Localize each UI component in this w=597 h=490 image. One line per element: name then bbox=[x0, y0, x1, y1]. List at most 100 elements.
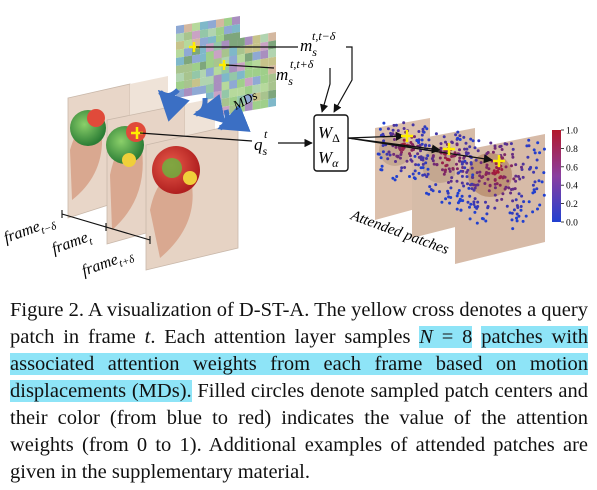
sampled-patch-dot bbox=[392, 129, 395, 132]
sampled-patch-dot bbox=[465, 142, 468, 145]
sampled-patch-dot bbox=[397, 129, 400, 132]
sampled-patch-dot bbox=[462, 185, 465, 188]
sampled-patch-dot bbox=[456, 180, 459, 183]
sampled-patch-dot bbox=[494, 194, 497, 197]
attention-colorbar: 1.00.80.60.40.20.0 bbox=[552, 127, 578, 229]
sampled-patch-dot bbox=[450, 180, 453, 183]
sampled-patch-dot bbox=[493, 207, 496, 210]
colorbar-tick-label: 0.2 bbox=[566, 200, 578, 210]
sampled-patch-dot bbox=[520, 195, 523, 198]
sampled-patch-dot bbox=[503, 153, 506, 156]
sampled-patch-dot bbox=[382, 150, 385, 153]
sampled-patch-dot bbox=[474, 146, 477, 149]
sampled-patch-dot bbox=[416, 139, 419, 142]
colorbar-tick-label: 0.8 bbox=[566, 145, 578, 155]
sampled-patch-dot bbox=[454, 133, 457, 136]
sampled-patch-dot bbox=[401, 148, 404, 151]
sampled-patch-dot bbox=[466, 182, 469, 185]
sampled-patch-dot bbox=[474, 197, 477, 200]
sampled-patch-dot bbox=[532, 184, 535, 187]
sampled-patch-dot bbox=[495, 162, 498, 165]
sampled-patch-dot bbox=[408, 152, 411, 155]
sampled-patch-dot bbox=[432, 154, 435, 157]
sampled-patch-dot bbox=[513, 208, 516, 211]
sampled-patch-dot bbox=[484, 220, 487, 223]
sampled-patch-dot bbox=[487, 151, 490, 154]
sampled-patch-dot bbox=[387, 127, 390, 130]
sampled-patch-dot bbox=[393, 138, 396, 141]
sampled-patch-dot bbox=[447, 181, 450, 184]
sampled-patch-dot bbox=[509, 211, 512, 214]
sampled-patch-dot bbox=[449, 186, 452, 189]
sampled-patch-dot bbox=[400, 166, 403, 169]
sampled-patch-dot bbox=[388, 151, 391, 154]
sampled-patch-dot bbox=[476, 201, 479, 204]
d-st-a-figure: ms t,t−δ ms t,t+δ MDs qs t WΔ Wα bbox=[0, 0, 597, 290]
sampled-patch-dot bbox=[428, 185, 431, 188]
sampled-patch-dot bbox=[417, 130, 420, 133]
sampled-patch-dot bbox=[406, 160, 409, 163]
sampled-patch-dot bbox=[458, 159, 461, 162]
sampled-patch-dot bbox=[471, 176, 474, 179]
sampled-patch-dot bbox=[463, 160, 466, 163]
sampled-patch-dot bbox=[515, 198, 518, 201]
sampled-patch-dot bbox=[511, 218, 514, 221]
sampled-patch-dot bbox=[514, 175, 517, 178]
sampled-patch-dot bbox=[441, 168, 444, 171]
sampled-patch-dot bbox=[477, 149, 480, 152]
sampled-patch-dot bbox=[441, 161, 444, 164]
sampled-patch-dot bbox=[423, 131, 426, 134]
sampled-patch-dot bbox=[420, 166, 423, 169]
sampled-patch-dot bbox=[416, 152, 419, 155]
sampled-patch-dot bbox=[510, 142, 513, 145]
sampled-patch-dot bbox=[399, 157, 402, 160]
sampled-patch-dot bbox=[542, 171, 545, 174]
sampled-patch-dot bbox=[458, 156, 461, 159]
sampled-patch-dot bbox=[403, 127, 406, 130]
sampled-patch-dot bbox=[451, 141, 454, 144]
sampled-patch-dot bbox=[440, 142, 443, 145]
sampled-patch-dot bbox=[498, 145, 501, 148]
sampled-patch-dot bbox=[461, 195, 464, 198]
sampled-patch-dot bbox=[469, 183, 472, 186]
sampled-patch-dot bbox=[535, 187, 538, 190]
sampled-patch-dot bbox=[414, 177, 417, 180]
sampled-patch-dot bbox=[476, 171, 479, 174]
sampled-patch-dot bbox=[517, 215, 520, 218]
q-sup: t bbox=[264, 127, 268, 141]
sampled-patch-dot bbox=[468, 195, 471, 198]
sampled-patch-dot bbox=[485, 212, 488, 215]
sampled-patch-dot bbox=[435, 163, 438, 166]
sampled-patch-dot bbox=[444, 197, 447, 200]
sampled-patch-dot bbox=[421, 134, 424, 137]
sampled-patch-dot bbox=[494, 147, 497, 150]
sampled-patch-dot bbox=[469, 203, 472, 206]
sampled-patch-dot bbox=[439, 157, 442, 160]
sampled-patch-dot bbox=[471, 167, 474, 170]
sampled-patch-dot bbox=[514, 180, 517, 183]
sampled-patch-dot bbox=[501, 192, 504, 195]
sampled-patch-dot bbox=[509, 192, 512, 195]
sampled-patch-dot bbox=[417, 163, 420, 166]
sampled-patch-dot bbox=[516, 206, 519, 209]
colorbar-tick-label: 0.0 bbox=[566, 219, 578, 229]
sampled-patch-dot bbox=[511, 156, 514, 159]
sampled-patch-dot bbox=[458, 189, 461, 192]
sampled-patch-dot bbox=[421, 159, 424, 162]
sampled-patch-dot bbox=[381, 165, 384, 168]
sampled-patch-dot bbox=[459, 198, 462, 201]
sampled-patch-dot bbox=[393, 124, 396, 127]
sampled-patch-dot bbox=[531, 210, 534, 213]
sampled-patch-dot bbox=[511, 199, 514, 202]
colorbar-tick-label: 0.4 bbox=[566, 182, 578, 192]
sampled-patch-dot bbox=[472, 139, 475, 142]
sampled-patch-dot bbox=[543, 148, 546, 151]
video-frames bbox=[68, 76, 238, 270]
sampled-patch-dot bbox=[447, 192, 450, 195]
sampled-patch-dot bbox=[414, 169, 417, 172]
sampled-patch-dot bbox=[465, 171, 468, 174]
sampled-patch-dot bbox=[485, 166, 488, 169]
sampled-patch-dot bbox=[438, 190, 441, 193]
sampled-patch-dot bbox=[433, 163, 436, 166]
sampled-patch-dot bbox=[402, 121, 405, 124]
